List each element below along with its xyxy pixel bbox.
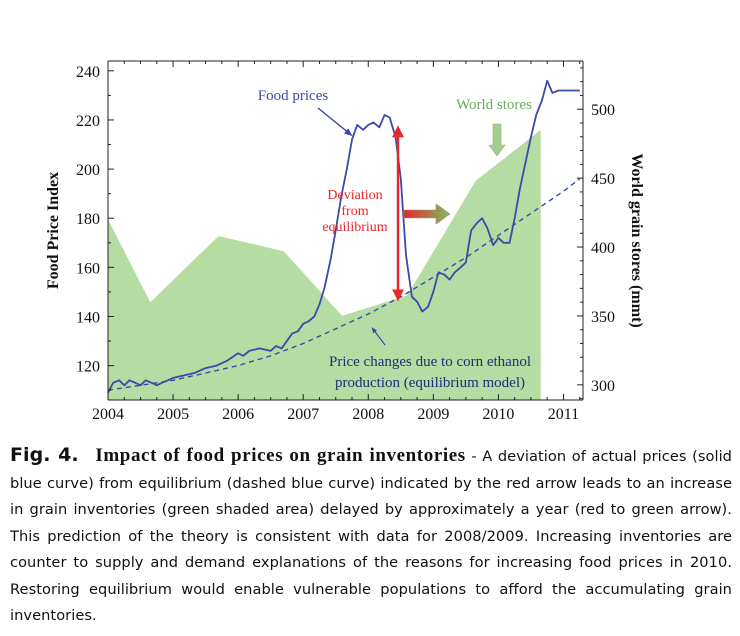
y-tick-label: 120 [76, 359, 100, 376]
y2-axis-title: World grain stores (mmt) [628, 153, 645, 327]
y-axis-title: Food Price Index [45, 172, 62, 289]
line-layer [107, 79, 581, 394]
annotation-food-prices-arrow [317, 107, 353, 137]
x-tick-label: 2006 [222, 406, 254, 423]
annotation-equilibrium-arrow [371, 327, 386, 346]
y2-tick-label: 300 [591, 378, 615, 395]
x-tick-label: 2011 [548, 406, 579, 423]
y-tick-label: 220 [76, 113, 100, 130]
caption-title: Impact of food prices on grain inventori… [95, 445, 466, 466]
chart: 2004 2005 2006 2007 2008 2009 2010 2011 120 140 16… [45, 60, 645, 423]
series-food-prices-line [107, 79, 580, 394]
annotation-layer: Food prices World stores Deviationfromequi… [258, 88, 532, 391]
annotation-equilibrium-line: production (equilibrium model) [335, 375, 525, 391]
y-tick-label: 180 [76, 211, 100, 228]
y2-tick-label: 500 [591, 102, 615, 119]
series-equilibrium-line [107, 178, 581, 391]
annotation-food-prices: Food prices [258, 88, 329, 104]
axes-layer: 2004 2005 2006 2007 2008 2009 2010 2011 120 140 16… [45, 60, 645, 423]
series-world-stores-area [108, 129, 541, 400]
y2-tick-label: 400 [591, 240, 615, 257]
y-tick-label: 140 [76, 309, 100, 326]
caption-fig-number: Fig. 4. [10, 444, 79, 466]
delay-arrow [403, 203, 451, 225]
y-tick-label: 200 [76, 162, 100, 179]
figure-caption: Fig. 4. Impact of food prices on grain i… [10, 442, 732, 630]
y2-tick-label: 350 [591, 309, 615, 326]
annotation-deviation-line: Deviation [327, 188, 382, 203]
y-tick-label: 160 [76, 260, 100, 277]
x-tick-label: 2004 [92, 406, 124, 423]
annotation-deviation-line: from [341, 204, 368, 219]
y2-tick-label: 450 [591, 171, 615, 188]
x-tick-label: 2009 [417, 406, 449, 423]
x-tick-label: 2007 [287, 406, 319, 423]
x-tick-label: 2008 [352, 406, 384, 423]
x-tick-label: 2010 [482, 406, 514, 423]
x-tick-label: 2005 [157, 406, 189, 423]
annotation-world-stores-arrow [488, 123, 506, 157]
annotation-world-stores: World stores [456, 97, 532, 113]
y-tick-label: 240 [76, 64, 100, 81]
annotation-equilibrium-line: Price changes due to corn ethanol [329, 354, 531, 370]
annotation-deviation-line: equilibrium [322, 220, 387, 235]
area-layer [108, 129, 541, 400]
caption-text: - A deviation of actual prices (solid bl… [10, 448, 732, 624]
